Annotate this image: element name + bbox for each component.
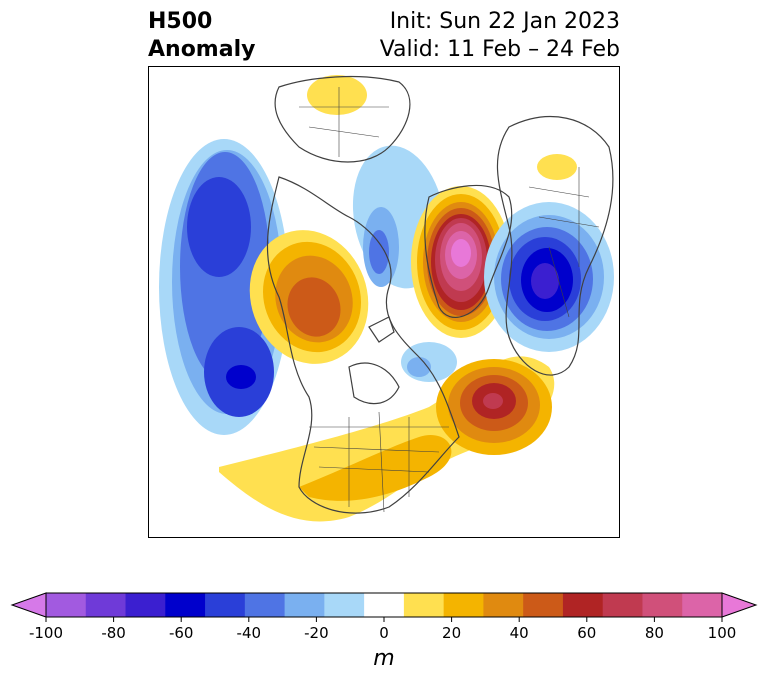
colorbar-cell — [205, 593, 246, 617]
positive-anomaly-siberia — [307, 75, 367, 115]
positive-anomaly-west — [249, 230, 369, 364]
borders — [299, 87, 600, 513]
colorbar-cell — [443, 593, 484, 617]
title-kind: Anomaly — [148, 37, 256, 62]
colorbar-cells — [10, 592, 758, 618]
colorbar-extend-max — [721, 592, 758, 618]
colorbar-tick-label: 100 — [708, 624, 737, 640]
colorbar-cell — [682, 593, 723, 617]
coastlines — [266, 75, 614, 514]
colorbar-tick-label: 0 — [379, 624, 389, 640]
colorbar-cell — [364, 593, 405, 617]
positive-anomaly-east — [537, 154, 577, 180]
colorbar-cell — [324, 593, 365, 617]
colorbar-tick-label: 80 — [645, 624, 664, 640]
negative-anomaly-pacific — [159, 139, 289, 435]
colorbar-cell — [403, 593, 445, 617]
positive-anomaly-north-atlantic — [411, 186, 511, 338]
positive-anomaly-south — [219, 356, 555, 522]
colorbar-tick-label: -20 — [304, 624, 329, 640]
colorbar-cell — [125, 593, 166, 617]
map-canvas — [159, 75, 614, 522]
colorbar-cell — [46, 593, 87, 617]
colorbar-tick-label: -80 — [101, 624, 126, 640]
colorbar: -100 -80 -60 -40 -20 0 20 40 60 80 100 — [10, 592, 758, 640]
colorbar-cell — [85, 593, 127, 617]
colorbar-cell — [244, 593, 286, 617]
title-variable: H500 — [148, 9, 213, 34]
colorbar-cell — [602, 593, 643, 617]
colorbar-tick-label: 40 — [510, 624, 529, 640]
title-right: Init: Sun 22 Jan 2023 Valid: 11 Feb – 24… — [380, 8, 620, 64]
colorbar-tick-label: -40 — [237, 624, 262, 640]
colorbar-extend-min — [10, 592, 47, 618]
colorbar-tick-label: 20 — [442, 624, 461, 640]
colorbar-cell — [165, 593, 206, 617]
colorbar-cell — [523, 593, 564, 617]
colorbar-tick-label: -100 — [29, 624, 63, 640]
anomaly-map — [148, 66, 620, 538]
valid-range: Valid: 11 Feb – 24 Feb — [379, 37, 620, 62]
init-date: Init: Sun 22 Jan 2023 — [389, 9, 620, 34]
colorbar-cell — [642, 593, 683, 617]
colorbar-unit: m — [373, 646, 395, 671]
colorbar-tick-label: -60 — [169, 624, 194, 640]
negative-anomaly-europe — [484, 202, 614, 352]
colorbar-ticks: -100 -80 -60 -40 -20 0 20 40 60 80 100 — [29, 617, 736, 640]
colorbar-cell — [562, 593, 604, 617]
title-left: H500 Anomaly — [148, 8, 255, 64]
colorbar-cell — [483, 593, 524, 617]
colorbar-tick-label: 60 — [577, 624, 596, 640]
colorbar-cell — [284, 593, 325, 617]
